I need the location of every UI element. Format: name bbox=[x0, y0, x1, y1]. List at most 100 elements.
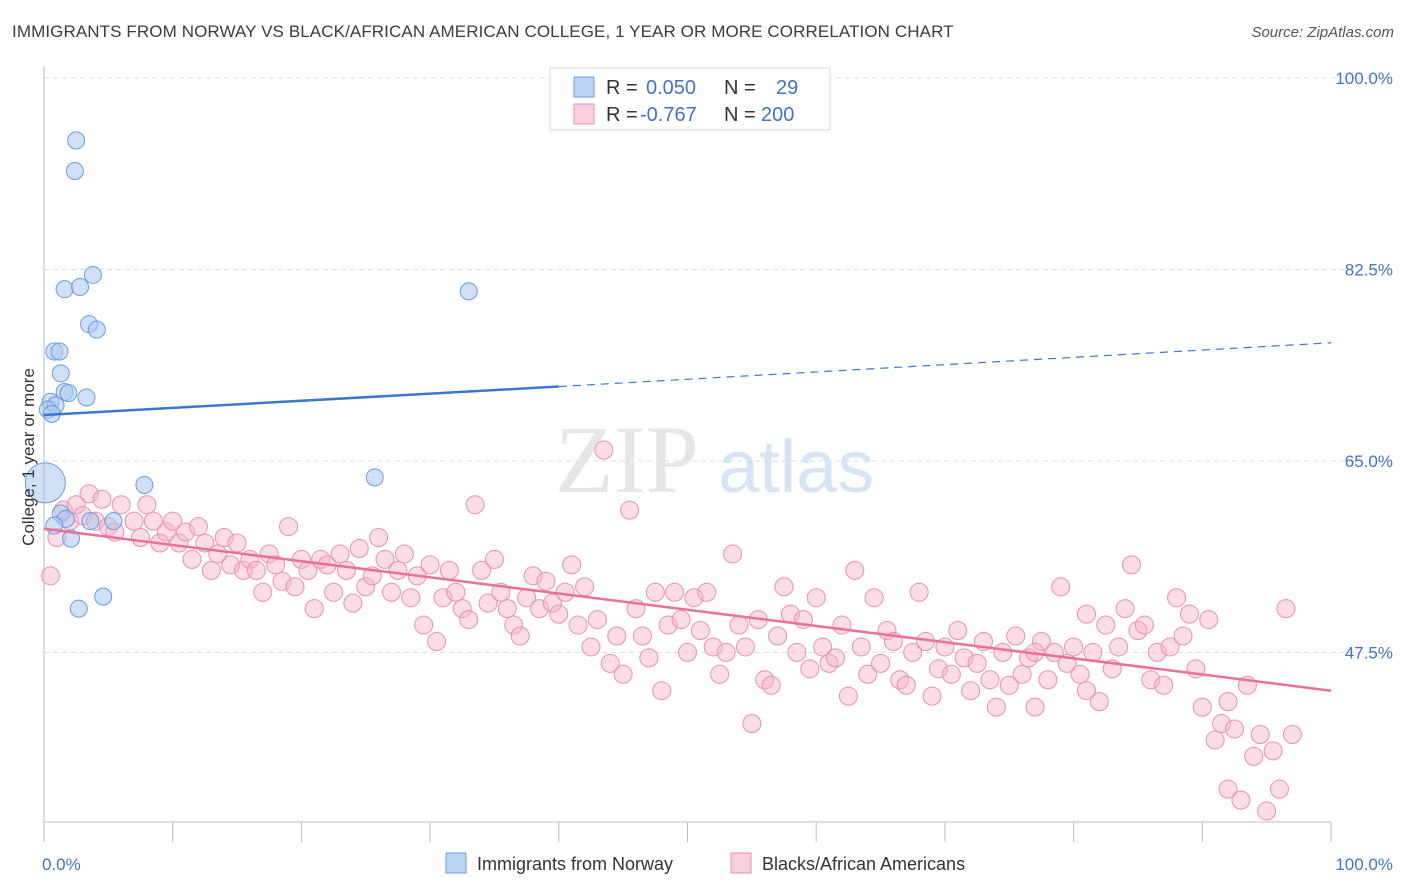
data-point-black bbox=[1012, 664, 1032, 684]
data-point-black bbox=[381, 582, 401, 602]
series-legend: Immigrants from Norway Blacks/African Am… bbox=[445, 852, 965, 874]
data-point-black bbox=[1070, 664, 1090, 684]
data-point-black bbox=[678, 642, 697, 662]
y-tick-labels: 47.5% 65.0% 82.5% 100.0% bbox=[1335, 69, 1393, 662]
bottom-legend-label-black: Blacks/African Americans bbox=[762, 854, 965, 874]
data-point-black bbox=[665, 582, 685, 602]
data-point-black bbox=[632, 626, 652, 646]
trend-line-norway-extension bbox=[558, 342, 1332, 388]
x-tick-label: 0.0% bbox=[42, 855, 81, 874]
data-point-black bbox=[536, 571, 556, 591]
data-point-black bbox=[40, 566, 60, 586]
data-point-black bbox=[890, 670, 910, 690]
data-point-black bbox=[427, 631, 447, 651]
data-point-norway bbox=[135, 476, 154, 495]
data-point-black bbox=[131, 528, 151, 548]
data-point-black bbox=[439, 560, 459, 580]
data-point-norway bbox=[55, 280, 74, 299]
data-point-black bbox=[755, 670, 775, 690]
watermark-atlas: atlas bbox=[718, 425, 874, 508]
data-point-black bbox=[1244, 746, 1264, 766]
data-point-black bbox=[928, 659, 948, 679]
data-point-norway bbox=[50, 342, 69, 361]
data-point-black bbox=[163, 511, 183, 531]
data-point-black bbox=[188, 517, 208, 537]
data-point-black bbox=[1179, 604, 1199, 624]
data-point-black bbox=[729, 615, 749, 635]
data-point-black bbox=[703, 637, 723, 657]
data-point-black bbox=[684, 588, 704, 608]
data-point-black bbox=[1282, 724, 1302, 744]
data-point-black bbox=[227, 533, 247, 553]
data-point-black bbox=[871, 653, 891, 673]
data-point-black bbox=[1038, 670, 1058, 690]
data-point-black bbox=[529, 599, 549, 619]
data-point-black bbox=[1076, 681, 1096, 701]
data-point-black bbox=[826, 648, 846, 668]
data-point-norway bbox=[59, 384, 78, 403]
data-point-black bbox=[356, 577, 376, 597]
data-point-black bbox=[639, 648, 659, 668]
data-point-black bbox=[1147, 642, 1167, 662]
data-point-black bbox=[787, 642, 807, 662]
data-point-black bbox=[182, 549, 202, 569]
data-point-black bbox=[1064, 637, 1084, 657]
data-point-black bbox=[124, 511, 144, 531]
data-point-black bbox=[279, 517, 299, 537]
data-point-black bbox=[980, 670, 1000, 690]
data-point-norway bbox=[65, 162, 84, 180]
data-point-black bbox=[1231, 790, 1251, 810]
data-point-black bbox=[214, 528, 234, 548]
data-point-norway bbox=[62, 529, 81, 548]
bottom-legend-swatch-norway bbox=[445, 852, 467, 874]
data-point-black bbox=[1257, 801, 1277, 821]
data-point-black bbox=[1224, 719, 1244, 739]
data-point-black bbox=[201, 560, 221, 580]
data-point-black bbox=[414, 615, 434, 635]
axes bbox=[43, 66, 1332, 842]
data-point-norway bbox=[24, 462, 66, 504]
data-point-black bbox=[697, 582, 717, 602]
data-point-norway bbox=[81, 512, 100, 531]
data-point-black bbox=[272, 571, 292, 591]
data-point-norway bbox=[67, 131, 86, 150]
data-point-black bbox=[568, 615, 588, 635]
data-point-black bbox=[266, 555, 286, 575]
data-point-black bbox=[607, 626, 627, 646]
data-point-black bbox=[465, 495, 485, 515]
data-point-black bbox=[1134, 615, 1154, 635]
data-point-black bbox=[845, 560, 865, 580]
data-point-black bbox=[388, 560, 408, 580]
series-immigrants-from-norway bbox=[24, 131, 478, 618]
data-point-black bbox=[1270, 779, 1290, 799]
data-point-black bbox=[542, 593, 562, 613]
y-tick-label: 47.5% bbox=[1345, 643, 1393, 662]
legend-r-label-1: R = bbox=[606, 77, 638, 99]
source-label: Source: ZipAtlas.com bbox=[1251, 24, 1394, 41]
data-point-black bbox=[1076, 604, 1096, 624]
data-point-norway bbox=[69, 599, 88, 618]
legend-n-value-1: 29 bbox=[776, 77, 798, 99]
legend-n-value-2: 200 bbox=[761, 104, 794, 126]
data-point-black bbox=[587, 610, 607, 630]
data-point-black bbox=[999, 675, 1019, 695]
data-point-black bbox=[1199, 610, 1219, 630]
data-point-norway bbox=[83, 265, 102, 284]
data-point-black bbox=[690, 621, 710, 641]
data-point-black bbox=[819, 653, 839, 673]
data-point-norway bbox=[51, 364, 70, 383]
data-point-black bbox=[967, 653, 987, 673]
data-point-black bbox=[394, 544, 414, 564]
data-point-black bbox=[433, 588, 453, 608]
series-blacks-african-americans bbox=[40, 440, 1302, 821]
data-point-black bbox=[671, 610, 691, 630]
trend-line-black bbox=[43, 527, 1332, 692]
data-point-black bbox=[1006, 626, 1026, 646]
data-point-black bbox=[1160, 637, 1180, 657]
data-point-black bbox=[723, 544, 743, 564]
data-point-black bbox=[645, 582, 665, 602]
data-point-black bbox=[620, 500, 640, 520]
data-point-black bbox=[575, 577, 595, 597]
data-point-black bbox=[137, 495, 157, 515]
data-point-norway bbox=[77, 388, 96, 407]
